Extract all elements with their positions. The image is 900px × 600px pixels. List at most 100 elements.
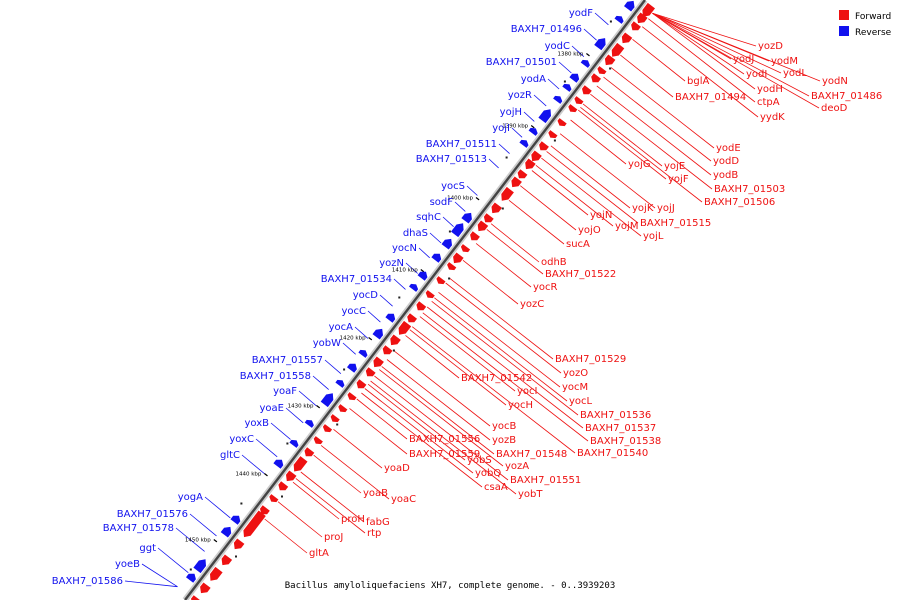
gene-label-reverse[interactable]: yodF [569,8,593,19]
gene-label-forward[interactable]: BAXH7_01551 [510,475,581,486]
gene-forward[interactable] [591,73,601,83]
gene-reverse[interactable] [553,95,563,104]
gene-label-forward[interactable]: BAXH7_01540 [577,448,648,459]
gene-label-reverse[interactable]: dhaS [403,228,428,239]
gene-label-reverse[interactable]: BAXH7_01534 [321,274,392,285]
gene-label-forward[interactable]: BAXH7_01515 [640,218,711,229]
gene-label-reverse[interactable]: yozN [379,258,404,269]
gene-reverse[interactable] [580,59,590,68]
gene-label-reverse[interactable]: ggt [139,543,156,554]
gene-forward[interactable] [286,470,297,482]
gene-reverse[interactable] [372,328,384,340]
gene-forward[interactable] [278,481,289,491]
gene-label-forward[interactable]: proJ [324,532,343,543]
gene-reverse[interactable] [320,393,334,408]
gene-forward[interactable] [621,32,633,44]
gene-forward[interactable] [365,367,376,377]
gene-reverse[interactable] [347,363,357,373]
gene-forward[interactable] [460,244,471,253]
gene-forward[interactable] [574,96,584,105]
gene-reverse[interactable] [528,127,538,136]
gene-reverse[interactable] [335,379,345,388]
gene-forward[interactable] [390,334,401,346]
gene-label-reverse[interactable]: yozR [508,90,532,101]
gene-label-reverse[interactable]: sqhC [416,212,441,223]
gene-label-forward[interactable]: yocB [492,421,517,432]
gene-forward[interactable] [210,566,223,581]
gene-forward[interactable] [631,21,641,31]
gene-label-forward[interactable]: yojO [578,225,601,236]
gene-label-forward[interactable]: yojM [615,221,638,232]
gene-label-forward[interactable]: yodI [746,69,767,80]
gene-label-reverse[interactable]: sodF [430,197,454,208]
gene-label-forward[interactable]: yodJ [733,54,754,65]
gene-label-reverse[interactable]: yocN [392,243,417,254]
gene-label-reverse[interactable]: BAXH7_01557 [252,355,323,366]
gene-forward[interactable] [604,54,616,66]
gene-label-forward[interactable]: yodH [757,84,783,95]
gene-reverse[interactable] [289,439,299,448]
gene-forward[interactable] [243,510,266,538]
gene-forward[interactable] [531,150,542,162]
gene-reverse[interactable] [538,109,551,124]
gene-label-forward[interactable]: deoD [821,103,848,114]
gene-forward[interactable] [470,231,480,241]
gene-forward[interactable] [313,436,323,445]
gene-forward[interactable] [436,276,446,285]
gene-label-forward[interactable]: BAXH7_01503 [714,184,785,195]
gene-label-reverse[interactable]: BAXH7_01586 [52,576,123,587]
gene-reverse[interactable] [431,253,442,263]
gene-label-forward[interactable]: yobT [518,489,543,500]
gene-label-forward[interactable]: yoaD [384,463,410,474]
gene-label-reverse[interactable]: BAXH7_01513 [416,154,487,165]
gene-label-forward[interactable]: yoaB [363,488,388,499]
gene-label-reverse[interactable]: BAXH7_01576 [117,509,188,520]
gene-reverse[interactable] [273,459,284,469]
gene-reverse[interactable] [451,223,464,238]
gene-forward[interactable] [200,582,211,594]
gene-label-reverse[interactable]: yogA [178,492,203,503]
gene-label-forward[interactable]: yocM [562,382,588,393]
gene-label-reverse[interactable]: yocD [353,290,379,301]
gene-reverse[interactable] [186,573,196,583]
gene-label-reverse[interactable]: BAXH7_01511 [426,139,497,150]
gene-label-reverse[interactable]: yobW [313,338,341,349]
gene-label-forward[interactable]: fabG [366,517,390,528]
gene-forward[interactable] [525,158,536,170]
gene-reverse[interactable] [385,313,396,323]
gene-label-reverse[interactable]: yocC [341,306,366,317]
gene-reverse[interactable] [230,515,241,525]
gene-reverse[interactable] [441,238,453,250]
gene-forward[interactable] [539,141,549,151]
gene-label-forward[interactable]: csaA [484,482,508,493]
gene-label-forward[interactable]: BAXH7_01548 [496,449,567,460]
gene-label-forward[interactable]: BAXH7_01538 [590,436,661,447]
gene-forward[interactable] [548,130,558,139]
gene-label-forward[interactable]: BAXH7_01486 [811,91,882,102]
gene-reverse[interactable] [304,419,314,428]
gene-label-forward[interactable]: yobQ [475,468,501,479]
gene-label-forward[interactable]: yozO [563,368,588,379]
gene-label-forward[interactable]: BAXH7_01542 [461,373,532,384]
gene-reverse[interactable] [417,271,428,281]
gene-forward[interactable] [330,414,340,423]
gene-reverse[interactable] [358,349,368,358]
gene-forward[interactable] [373,356,384,368]
gene-forward[interactable] [483,213,494,223]
gene-label-forward[interactable]: proH [341,514,365,525]
gene-label-reverse[interactable]: yodA [521,74,546,85]
gene-reverse[interactable] [193,559,206,574]
gene-label-forward[interactable]: yojG [628,159,651,170]
gene-reverse[interactable] [409,283,419,292]
gene-reverse[interactable] [519,139,529,148]
gene-forward[interactable] [501,186,514,201]
gene-forward[interactable] [642,2,655,17]
gene-forward[interactable] [517,169,528,179]
gene-forward[interactable] [269,494,279,503]
gene-label-forward[interactable]: yojK [632,203,654,214]
gene-label-forward[interactable]: gltA [309,548,329,559]
gene-label-reverse[interactable]: BAXH7_01501 [486,57,557,68]
gene-label-reverse[interactable]: BAXH7_01558 [240,371,311,382]
gene-reverse[interactable] [624,0,635,12]
gene-label-forward[interactable]: BAXH7_01537 [585,423,656,434]
